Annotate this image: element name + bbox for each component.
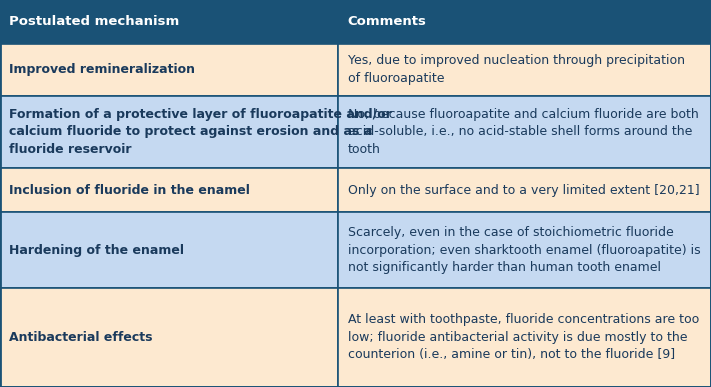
Text: Comments: Comments — [348, 15, 427, 28]
Bar — [0, 212, 338, 288]
Bar — [0, 96, 338, 168]
Bar — [338, 44, 711, 96]
Text: Postulated mechanism: Postulated mechanism — [9, 15, 179, 28]
Bar — [338, 96, 711, 168]
Bar — [0, 288, 338, 387]
Text: Improved remineralization: Improved remineralization — [9, 63, 196, 76]
Text: Yes, due to improved nucleation through precipitation
of fluoroapatite: Yes, due to improved nucleation through … — [348, 55, 685, 85]
Text: Antibacterial effects: Antibacterial effects — [9, 331, 153, 344]
Bar — [338, 168, 711, 212]
Bar — [0, 44, 338, 96]
Bar — [338, 0, 711, 44]
Text: At least with toothpaste, fluoride concentrations are too
low; fluoride antibact: At least with toothpaste, fluoride conce… — [348, 313, 699, 361]
Text: Formation of a protective layer of fluoroapatite and/or
calcium fluoride to prot: Formation of a protective layer of fluor… — [9, 108, 392, 156]
Text: Inclusion of fluoride in the enamel: Inclusion of fluoride in the enamel — [9, 183, 250, 197]
Text: No, because fluoroapatite and calcium fluoride are both
acid-soluble, i.e., no a: No, because fluoroapatite and calcium fl… — [348, 108, 698, 156]
Bar — [338, 212, 711, 288]
Bar — [0, 168, 338, 212]
Bar — [0, 0, 338, 44]
Bar — [338, 288, 711, 387]
Text: Only on the surface and to a very limited extent [20,21]: Only on the surface and to a very limite… — [348, 183, 700, 197]
Text: Scarcely, even in the case of stoichiometric fluoride
incorporation; even sharkt: Scarcely, even in the case of stoichiome… — [348, 226, 700, 274]
Text: Hardening of the enamel: Hardening of the enamel — [9, 243, 184, 257]
